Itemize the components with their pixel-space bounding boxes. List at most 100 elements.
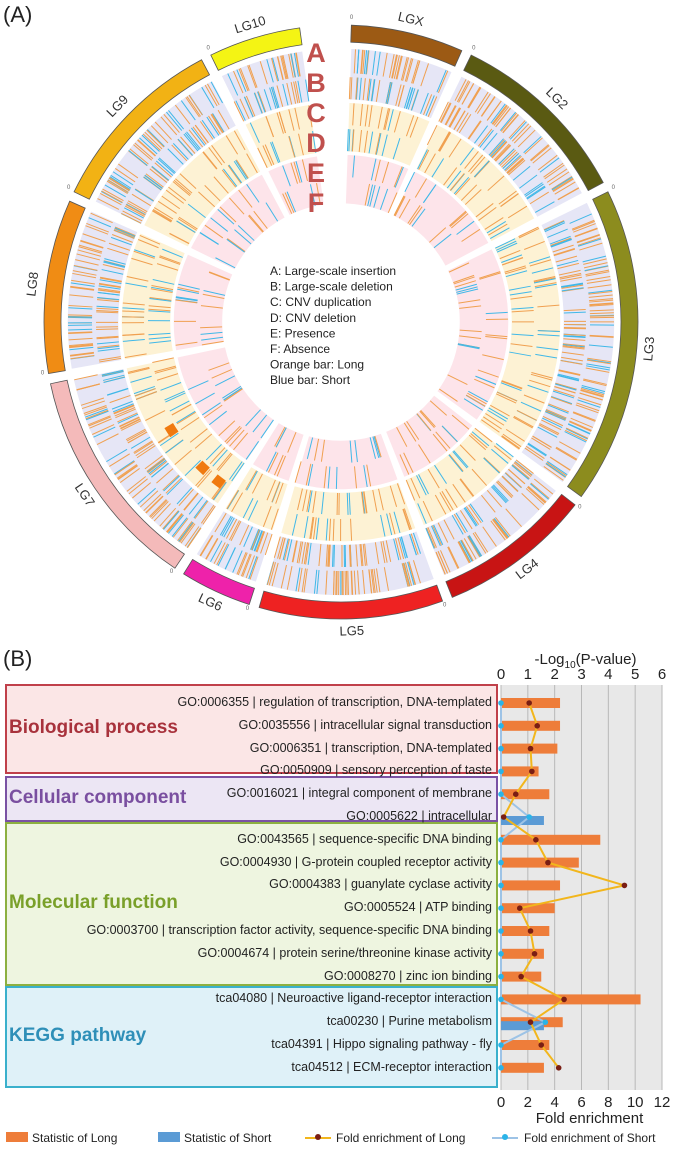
feature-tick [178,283,200,290]
feature-tick [154,121,172,140]
feature-tick [200,305,223,309]
feature-tick [202,505,216,525]
line-short-point [498,768,504,775]
top-axis-tick: 5 [631,666,639,683]
feature-tick [166,478,184,495]
feature-tick [563,338,586,341]
feature-tick [554,181,576,195]
feature-tick [96,336,119,340]
feature-tick [508,120,526,139]
feature-tick [224,425,241,443]
feature-tick [269,87,277,109]
feature-tick [248,215,264,233]
feature-tick [89,418,112,429]
feature-tick [97,296,120,301]
feature-tick [290,82,297,104]
feature-tick [209,271,230,281]
feature-tick [350,518,353,541]
feature-tick [448,107,460,128]
feature-tick [132,482,152,499]
feature-tick [291,540,298,563]
track-letter-d: D [306,128,326,158]
feature-tick [368,569,372,594]
feature-tick [412,60,421,84]
line-long-point [527,928,534,934]
feature-tick [392,138,401,160]
feature-tick [418,444,431,464]
feature-tick [481,494,496,513]
feature-tick [403,562,411,587]
feature-tick [88,416,111,427]
feature-tick [557,373,580,380]
feature-tick [372,489,378,512]
feature-tick [200,535,214,557]
feature-tick [103,260,126,268]
feature-tick [409,116,419,138]
center-legend-line: Blue bar: Short [270,373,351,387]
feature-tick [364,183,371,206]
feature-tick [439,492,452,512]
feature-tick [432,433,448,452]
feature-tick [491,141,507,158]
feature-tick [468,120,482,140]
feature-tick [149,340,172,344]
feature-tick [348,129,351,152]
tick-zero: 0 [67,185,71,191]
ring-band [344,153,411,216]
feature-tick [483,457,501,473]
feature-tick [180,417,200,431]
feature-tick [312,131,317,153]
feature-tick [305,463,312,486]
feature-tick [463,507,477,527]
feature-tick [152,209,173,222]
feature-tick [160,116,178,136]
feature-tick [226,490,240,510]
feature-tick [301,159,308,182]
line-long-point [561,996,567,1003]
feature-tick [458,299,481,304]
feature-tick [410,477,421,499]
feature-tick [564,431,587,443]
feature-tick [474,531,489,553]
feature-tick [90,212,113,224]
feature-tick [529,144,549,161]
feature-tick [441,490,454,511]
feature-tick [586,279,611,284]
feature-tick [96,335,119,339]
ring-band [437,74,584,219]
term-label: tca04080 | Neuroactive ligand-receptor i… [215,991,492,1006]
feature-tick [542,417,563,428]
feature-tick [492,484,509,502]
feature-tick [213,481,227,501]
feature-tick [186,527,202,548]
feature-tick [199,121,214,140]
feature-tick [145,173,164,188]
feature-tick [573,223,596,233]
feature-tick [454,79,467,101]
feature-tick [448,454,464,473]
feature-tick [179,522,195,543]
feature-tick [467,86,481,108]
feature-tick [576,234,600,244]
feature-tick [265,451,277,472]
feature-tick [545,410,566,421]
term-label: GO:0004383 | guanylate cyclase activity [269,877,492,892]
feature-tick [499,111,516,131]
feature-tick [550,237,572,246]
feature-tick [451,414,470,430]
feature-tick [328,518,332,541]
feature-tick [459,329,482,333]
feature-tick [545,462,567,478]
feature-tick [453,110,466,130]
feature-tick [119,468,140,483]
feature-tick [120,418,141,429]
feature-tick [573,411,596,421]
feature-tick [146,129,165,148]
feature-tick [228,197,245,215]
feature-tick [102,371,124,377]
feature-tick [485,334,508,338]
feature-tick [177,521,193,541]
feature-tick [316,183,321,205]
feature-tick [133,440,153,453]
feature-tick [161,195,181,210]
